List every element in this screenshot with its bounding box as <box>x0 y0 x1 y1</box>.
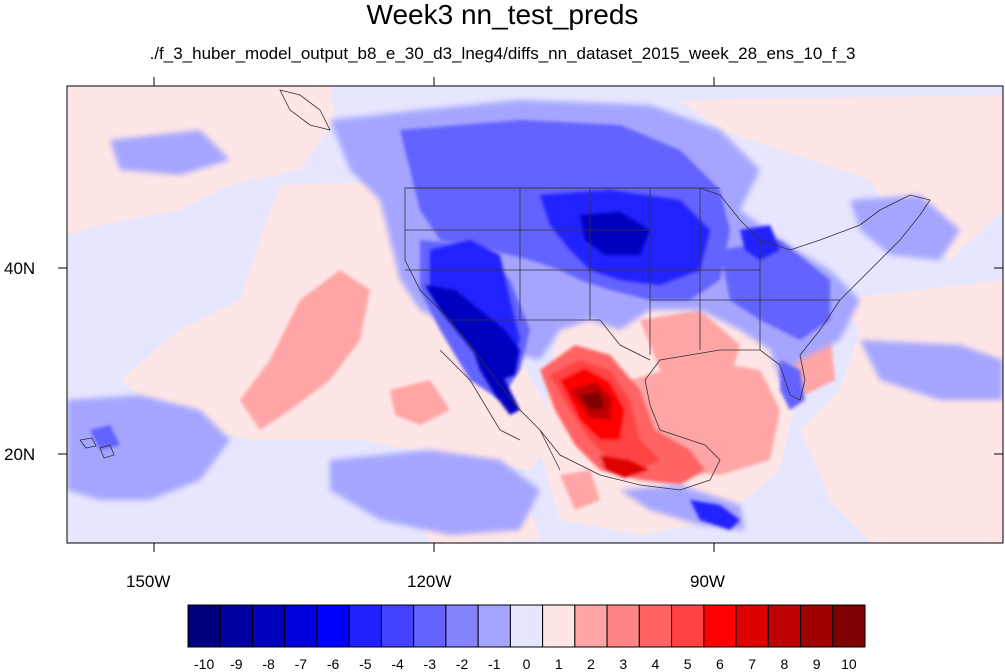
colorbar-swatch <box>348 604 382 648</box>
colorbar-swatch <box>509 604 544 648</box>
colorbar-swatch <box>767 604 802 648</box>
map-title: Week3 nn_test_preds <box>366 0 639 30</box>
colorbar-boxes <box>187 604 866 648</box>
colorbar-label: 2 <box>587 656 595 672</box>
lon-tick-label: 90W <box>690 572 725 591</box>
colorbar-label: 5 <box>684 656 692 672</box>
colorbar-label: 0 <box>523 656 531 672</box>
colorbar-swatch <box>638 604 673 648</box>
colorbar-swatch <box>671 604 705 648</box>
colorbar-label: -8 <box>262 656 275 672</box>
colorbar-swatch <box>574 604 608 648</box>
colorbar-swatch <box>735 604 769 648</box>
colorbar-swatch <box>606 604 640 648</box>
colorbar-label: 9 <box>813 656 821 672</box>
colorbar-label: -5 <box>359 656 372 672</box>
colorbar-label: 6 <box>716 656 724 672</box>
colorbar-label: 8 <box>781 656 789 672</box>
colorbar-label: -10 <box>194 656 214 672</box>
colorbar-label: -7 <box>295 656 308 672</box>
colorbar-swatch <box>445 604 479 648</box>
colorbar-label: 10 <box>841 656 857 672</box>
plot-frame <box>66 85 1004 544</box>
colorbar-swatch <box>832 604 866 648</box>
colorbar-label: -1 <box>488 656 501 672</box>
islands-outline <box>79 89 331 459</box>
lat-tick-label: 40N <box>4 259 36 278</box>
axis-ticks <box>58 77 1003 552</box>
colorbar-swatch <box>219 604 253 648</box>
colorbar-label: 1 <box>555 656 563 672</box>
colorbar-swatch <box>413 604 447 648</box>
colorbar-label: 3 <box>619 656 627 672</box>
colorbar-label: 4 <box>652 656 660 672</box>
colorbar-label: -4 <box>391 656 404 672</box>
lon-tick-label: 120W <box>407 572 452 591</box>
colorbar-swatch <box>542 604 576 648</box>
colorbar-label: -3 <box>424 656 437 672</box>
colorbar-label: 7 <box>748 656 756 672</box>
colorbar-swatch <box>251 604 286 648</box>
colorbar-swatch <box>477 604 511 648</box>
coastlines-and-borders <box>404 187 931 491</box>
lat-tick-label: 20N <box>4 445 36 464</box>
map-subtitle: ./f_3_huber_model_output_b8_e_30_d3_lneg… <box>149 44 856 63</box>
colorbar-swatch <box>800 604 834 648</box>
colorbar-swatch <box>703 604 737 648</box>
colorbar-swatch <box>316 604 350 648</box>
colorbar-swatch <box>187 604 221 648</box>
colorbar-swatch <box>380 604 415 648</box>
colorbar-label: -9 <box>230 656 243 672</box>
colorbar-label: -2 <box>456 656 469 672</box>
map-panel <box>58 77 1004 552</box>
colorbar-label: -6 <box>327 656 340 672</box>
colorbar-swatch <box>284 604 318 648</box>
lon-tick-label: 150W <box>126 572 171 591</box>
colorbar-labels: -10 -9 -8 -7 -6 -5 -4 -3 -2 -1 0 1 2 3 4 5 6 7 8 9 10 <box>194 656 857 672</box>
darkest-blue-regions <box>425 212 650 415</box>
data-field <box>67 86 1003 543</box>
red-core <box>540 345 705 485</box>
